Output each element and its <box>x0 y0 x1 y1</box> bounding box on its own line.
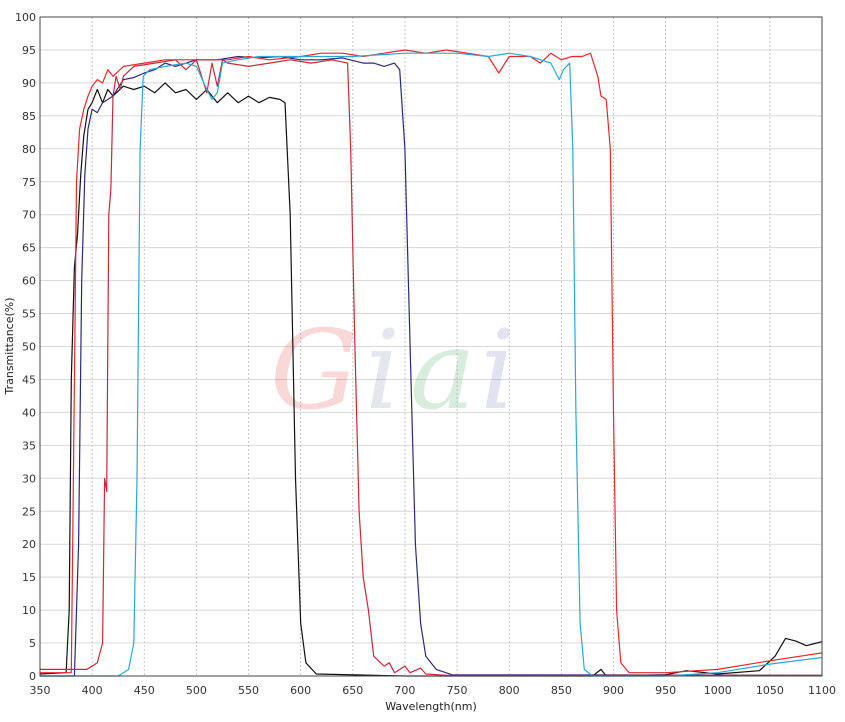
x-axis-label: Wavelength(nm) <box>385 700 477 713</box>
y-tick-label: 35 <box>22 439 36 452</box>
y-tick-label: 15 <box>22 571 36 584</box>
x-tick-label: 450 <box>134 684 155 697</box>
x-tick-label: 1000 <box>704 684 732 697</box>
x-tick-label: 750 <box>447 684 468 697</box>
series-line-4 <box>40 59 822 676</box>
y-tick-label: 25 <box>22 505 36 518</box>
x-axis-ticks: 350 400 450 500 550 600 650 700 750 800 850 900 950 1… <box>30 684 837 697</box>
y-tick-label: 75 <box>22 176 36 189</box>
x-tick-label: 350 <box>30 684 51 697</box>
y-tick-label: 40 <box>22 406 36 419</box>
y-tick-label: 60 <box>22 275 36 288</box>
series-line-3 <box>40 49 823 674</box>
plot-frame <box>39 16 823 677</box>
y-tick-label: 30 <box>22 472 36 485</box>
x-tick-label: 800 <box>499 684 520 697</box>
y-tick-label: 5 <box>29 637 36 650</box>
watermark-letter-a: a <box>410 306 476 434</box>
x-tick-label: 950 <box>655 684 676 697</box>
x-tick-label: 600 <box>290 684 311 697</box>
y-tick-label: 70 <box>22 209 36 222</box>
y-tick-label: 65 <box>22 242 36 255</box>
series-line-5 <box>40 52 823 677</box>
y-tick-label: 80 <box>22 143 36 156</box>
x-tick-label: 400 <box>82 684 103 697</box>
y-tick-label: 45 <box>22 373 36 386</box>
watermark-letter-i: i <box>365 306 400 434</box>
x-tick-label: 1100 <box>808 684 836 697</box>
grid <box>39 16 823 677</box>
series-line-2 <box>40 55 823 677</box>
x-tick-label: 700 <box>394 684 415 697</box>
y-tick-label: 55 <box>22 308 36 321</box>
y-tick-label: 100 <box>15 11 36 24</box>
y-tick-label: 10 <box>22 604 36 617</box>
y-tick-label: 0 <box>29 670 36 683</box>
x-tick-label: 500 <box>186 684 207 697</box>
watermark-letter-i2: i <box>480 306 515 434</box>
y-tick-label: 90 <box>22 77 36 90</box>
x-tick-label: 550 <box>238 684 259 697</box>
x-tick-label: 900 <box>603 684 624 697</box>
x-tick-label: 850 <box>551 684 572 697</box>
watermark-letter-g: G <box>270 306 358 434</box>
y-tick-label: 20 <box>22 538 36 551</box>
series-group <box>39 49 823 677</box>
watermark-logo: G i a i <box>270 306 515 434</box>
y-axis-ticks: 0 5 10 15 20 25 30 35 40 45 50 55 60 65 70 75 80 85 90 95 10… <box>15 11 36 683</box>
y-tick-label: 85 <box>22 110 36 123</box>
y-axis-label: Transmittance(%) <box>3 297 16 395</box>
y-tick-label: 50 <box>22 341 36 354</box>
x-tick-label: 650 <box>342 684 363 697</box>
x-tick-label: 1050 <box>756 684 784 697</box>
y-tick-label: 95 <box>22 44 36 57</box>
